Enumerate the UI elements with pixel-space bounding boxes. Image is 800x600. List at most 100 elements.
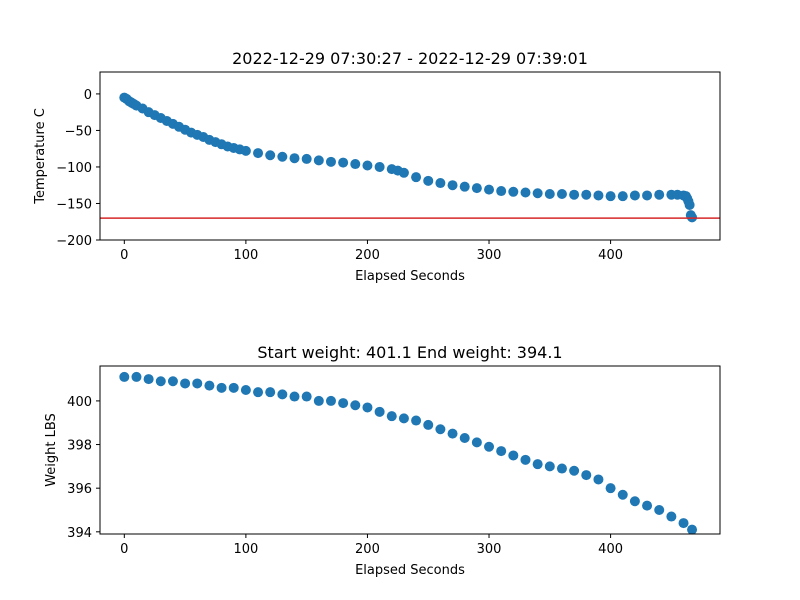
weight-data-point: [253, 387, 264, 398]
weight-data-point: [119, 371, 130, 382]
y-tick-label: 396: [67, 482, 92, 497]
weight-data-point: [216, 382, 227, 393]
weight-axes-frame: [99, 365, 721, 535]
temperature-data-point: [411, 172, 422, 183]
temperature-data-point: [265, 150, 276, 161]
weight-data-point: [277, 389, 288, 400]
weight-data-point: [654, 505, 665, 515]
weight-data-point: [386, 411, 397, 422]
temperature-data-point: [617, 191, 628, 202]
x-tick-label: 100: [233, 542, 258, 557]
y-tick-label: −150: [56, 197, 92, 212]
temperature-data-point: [556, 188, 567, 199]
temperature-data-point: [423, 175, 434, 186]
weight-data-point: [325, 395, 336, 406]
temperature-data-point: [350, 159, 361, 170]
y-tick-label: −100: [56, 161, 92, 176]
weight-data-point: [240, 385, 251, 395]
temperature-x-ticks: 0 100 200 300 400: [120, 240, 623, 263]
weight-data-point: [435, 424, 446, 435]
weight-data-point: [520, 454, 531, 465]
weight-points: [119, 371, 698, 535]
weight-data-point: [508, 450, 519, 461]
weight-data-point: [532, 459, 543, 470]
y-tick-label: 0: [84, 88, 92, 103]
temperature-data-point: [240, 145, 251, 156]
x-tick-label: 200: [355, 542, 380, 557]
temperature-data-point: [532, 188, 543, 199]
weight-data-point: [180, 378, 191, 389]
weight-chart: Start weight: 401.1 End weight: 394.1 0 1…: [44, 343, 721, 578]
weight-data-point: [642, 500, 653, 511]
x-tick-label: 300: [477, 248, 502, 263]
y-tick-label: 398: [67, 439, 92, 454]
weight-data-point: [496, 446, 507, 457]
weight-data-point: [484, 441, 495, 452]
x-tick-label: 200: [355, 248, 380, 263]
weight-data-point: [265, 387, 276, 398]
weight-data-point: [350, 400, 361, 411]
weight-y-axis-label: Weight LBS: [44, 413, 59, 487]
y-tick-label: −50: [65, 124, 92, 139]
weight-data-point: [204, 380, 215, 391]
weight-data-point: [556, 463, 567, 474]
x-tick-label: 0: [120, 248, 128, 263]
weight-data-point: [569, 465, 580, 476]
temperature-data-point: [253, 148, 264, 159]
weight-data-point: [398, 413, 409, 424]
temperature-data-point: [629, 190, 640, 201]
x-tick-label: 400: [598, 248, 623, 263]
temperature-data-point: [435, 178, 446, 189]
x-tick-label: 100: [233, 248, 258, 263]
weight-data-point: [593, 474, 604, 485]
temperature-points: [119, 92, 698, 223]
weight-y-ticks: 394 396 398 400: [67, 395, 100, 541]
weight-data-point: [605, 483, 616, 494]
temperature-x-axis-label: Elapsed Seconds: [355, 269, 465, 284]
temperature-y-axis-label: Temperature C: [33, 108, 48, 205]
temperature-data-point: [684, 199, 695, 210]
y-tick-label: 400: [67, 395, 92, 410]
weight-data-point: [143, 374, 154, 385]
x-tick-label: 300: [477, 542, 502, 557]
weight-data-point: [192, 378, 203, 389]
weight-data-point: [338, 398, 349, 409]
weight-data-point: [301, 391, 312, 402]
weight-data-point: [617, 489, 628, 500]
temperature-data-point: [654, 189, 665, 200]
temperature-data-point: [398, 167, 409, 178]
weight-data-point: [423, 419, 434, 430]
weight-chart-title: Start weight: 401.1 End weight: 394.1: [257, 343, 562, 362]
temperature-y-ticks: −200 −150 −100 −50 0: [56, 88, 100, 249]
temperature-data-point: [544, 188, 555, 199]
temperature-data-point: [484, 184, 495, 195]
weight-data-point: [666, 511, 677, 522]
weight-data-point: [411, 415, 422, 426]
weight-data-point: [678, 518, 689, 529]
x-tick-label: 400: [598, 542, 623, 557]
temperature-data-point: [581, 189, 592, 200]
y-tick-label: 394: [67, 526, 92, 541]
temperature-data-point: [508, 186, 519, 197]
temperature-data-point: [520, 187, 531, 198]
temperature-chart: 2022-12-29 07:30:27 - 2022-12-29 07:39:0…: [33, 49, 721, 284]
weight-data-point: [459, 433, 470, 443]
temperature-data-point: [338, 157, 349, 168]
temperature-data-point: [289, 153, 300, 164]
temperature-data-point: [459, 181, 470, 192]
weight-data-point: [374, 406, 385, 417]
weight-x-ticks: 0 100 200 300 400: [120, 534, 623, 557]
temperature-axes-frame: [99, 71, 721, 241]
temperature-data-point: [471, 183, 482, 194]
temperature-data-point: [447, 180, 458, 191]
weight-data-point: [228, 382, 239, 393]
temperature-data-point: [325, 156, 336, 167]
temperature-data-point: [362, 160, 373, 171]
temperature-data-point: [496, 186, 507, 197]
weight-data-point: [687, 524, 698, 535]
temperature-data-point: [301, 153, 312, 164]
weight-data-point: [289, 391, 300, 402]
temperature-data-point: [277, 151, 288, 162]
weight-data-point: [167, 376, 178, 387]
weight-data-point: [544, 461, 555, 472]
